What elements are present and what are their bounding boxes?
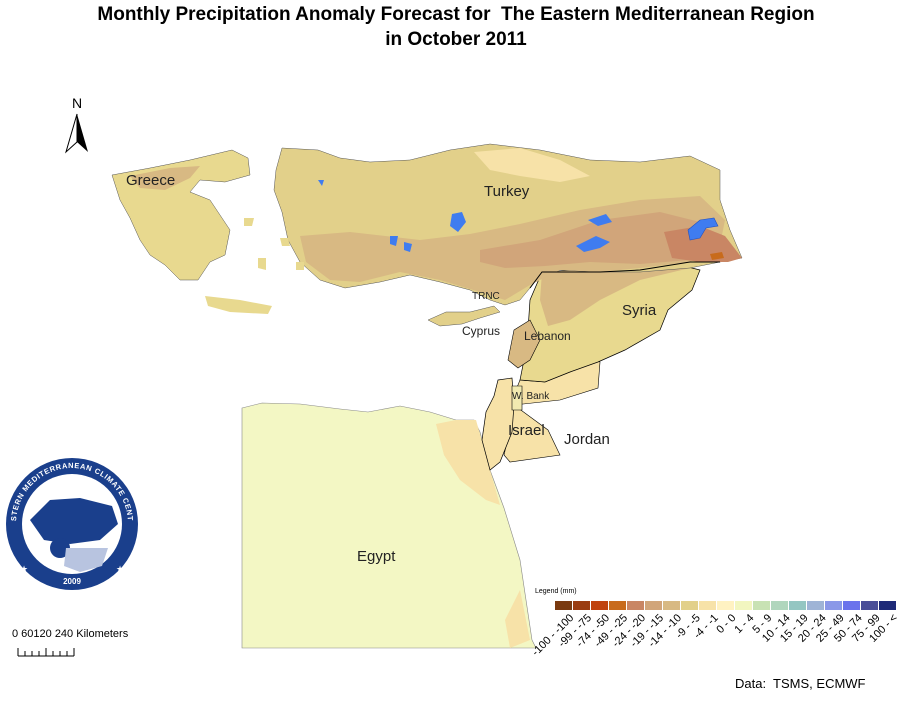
- scale-label: 0 60120 240 Kilometers: [12, 628, 129, 640]
- label-egypt: Egypt: [357, 548, 396, 565]
- label-cyprus: Cyprus: [462, 324, 501, 338]
- map-title: Monthly Precipitation Anomaly Forecast f…: [0, 2, 912, 52]
- legend-swatch: [807, 601, 824, 610]
- label-west-bank: W. Bank: [512, 391, 550, 402]
- legend-swatch: [753, 601, 770, 610]
- legend-swatch: [591, 601, 608, 610]
- label-greece: Greece: [126, 172, 176, 189]
- lake-beysehir: [390, 236, 398, 246]
- lake-tuz: [450, 212, 466, 232]
- cyprus-island: [427, 305, 501, 327]
- legend-swatch: [735, 601, 752, 610]
- legend-swatch: [879, 601, 896, 610]
- turkey-east-orange: [710, 252, 724, 260]
- legend-labels: -100 - -100 -99 - -75 -74 - -50 -49 - -25 -2…: [530, 612, 905, 682]
- map-title-line-2: in October 2011: [385, 29, 527, 50]
- legend-swatch: [663, 601, 680, 610]
- svg-text:★: ★: [20, 564, 28, 574]
- logo-ring-label: EASTERN MEDITERRANEAN CLIMATE CENTRE: [2, 454, 134, 522]
- legend-swatch: [825, 601, 842, 610]
- north-arrow-icon: [65, 113, 88, 154]
- legend-swatch: [627, 601, 644, 610]
- svg-text:EASTERN MEDITERRANEAN CLIMATE: EASTERN MEDITERRANEAN CLIMATE CENTRE: [2, 454, 135, 522]
- greece-islands-1: [205, 296, 272, 314]
- map-title-line-1: Monthly Precipitation Anomaly Forecast f…: [97, 4, 815, 25]
- scale-bar: [17, 648, 75, 657]
- legend-swatches: [555, 601, 896, 610]
- label-israel: Israel: [508, 422, 545, 439]
- west-bank-region: [511, 385, 523, 411]
- lebanon-region: [507, 319, 541, 369]
- north-arrow-label: N: [72, 95, 82, 111]
- turkey-north-light: [474, 148, 590, 182]
- legend-swatch: [699, 601, 716, 610]
- legend-swatch: [573, 601, 590, 610]
- legend-swatch: [789, 601, 806, 610]
- logo-year: 2009: [63, 577, 81, 586]
- label-turkey: Turkey: [484, 183, 530, 200]
- legend-swatch: [861, 601, 878, 610]
- legend-swatch: [609, 601, 626, 610]
- lake-north: [318, 180, 324, 186]
- legend-swatch: [645, 601, 662, 610]
- lake-keban: [588, 214, 612, 226]
- legend-swatch: [717, 601, 734, 610]
- turkey-syria-border: [529, 261, 720, 289]
- legend-swatch: [843, 601, 860, 610]
- syria-north-tan: [540, 262, 690, 326]
- logo-ring-text: EASTERN MEDITERRANEAN CLIMATE CENTRE: [2, 454, 135, 522]
- label-syria: Syria: [622, 302, 657, 319]
- svg-text:★: ★: [116, 564, 124, 574]
- legend-swatch: [771, 601, 788, 610]
- emcc-logo: ★ ★: [6, 458, 138, 590]
- greece-north-tan: [130, 166, 200, 190]
- legend-title: Legend (mm): [535, 588, 577, 595]
- lake-egirdir: [404, 242, 412, 252]
- egypt-coast-tan: [436, 420, 500, 505]
- turkey-east-brown: [664, 226, 742, 262]
- egypt-south-tan: [505, 590, 530, 648]
- label-trnc: TRNC: [472, 291, 500, 302]
- legend-swatch: [555, 601, 572, 610]
- data-credit: Data: TSMS, ECMWF: [735, 676, 866, 691]
- greece-islands-2: [244, 218, 304, 270]
- label-lebanon: Lebanon: [524, 329, 571, 343]
- legend-swatch: [681, 601, 698, 610]
- lake-ataturk: [576, 236, 610, 252]
- lake-van: [687, 217, 719, 241]
- label-jordan: Jordan: [564, 431, 610, 448]
